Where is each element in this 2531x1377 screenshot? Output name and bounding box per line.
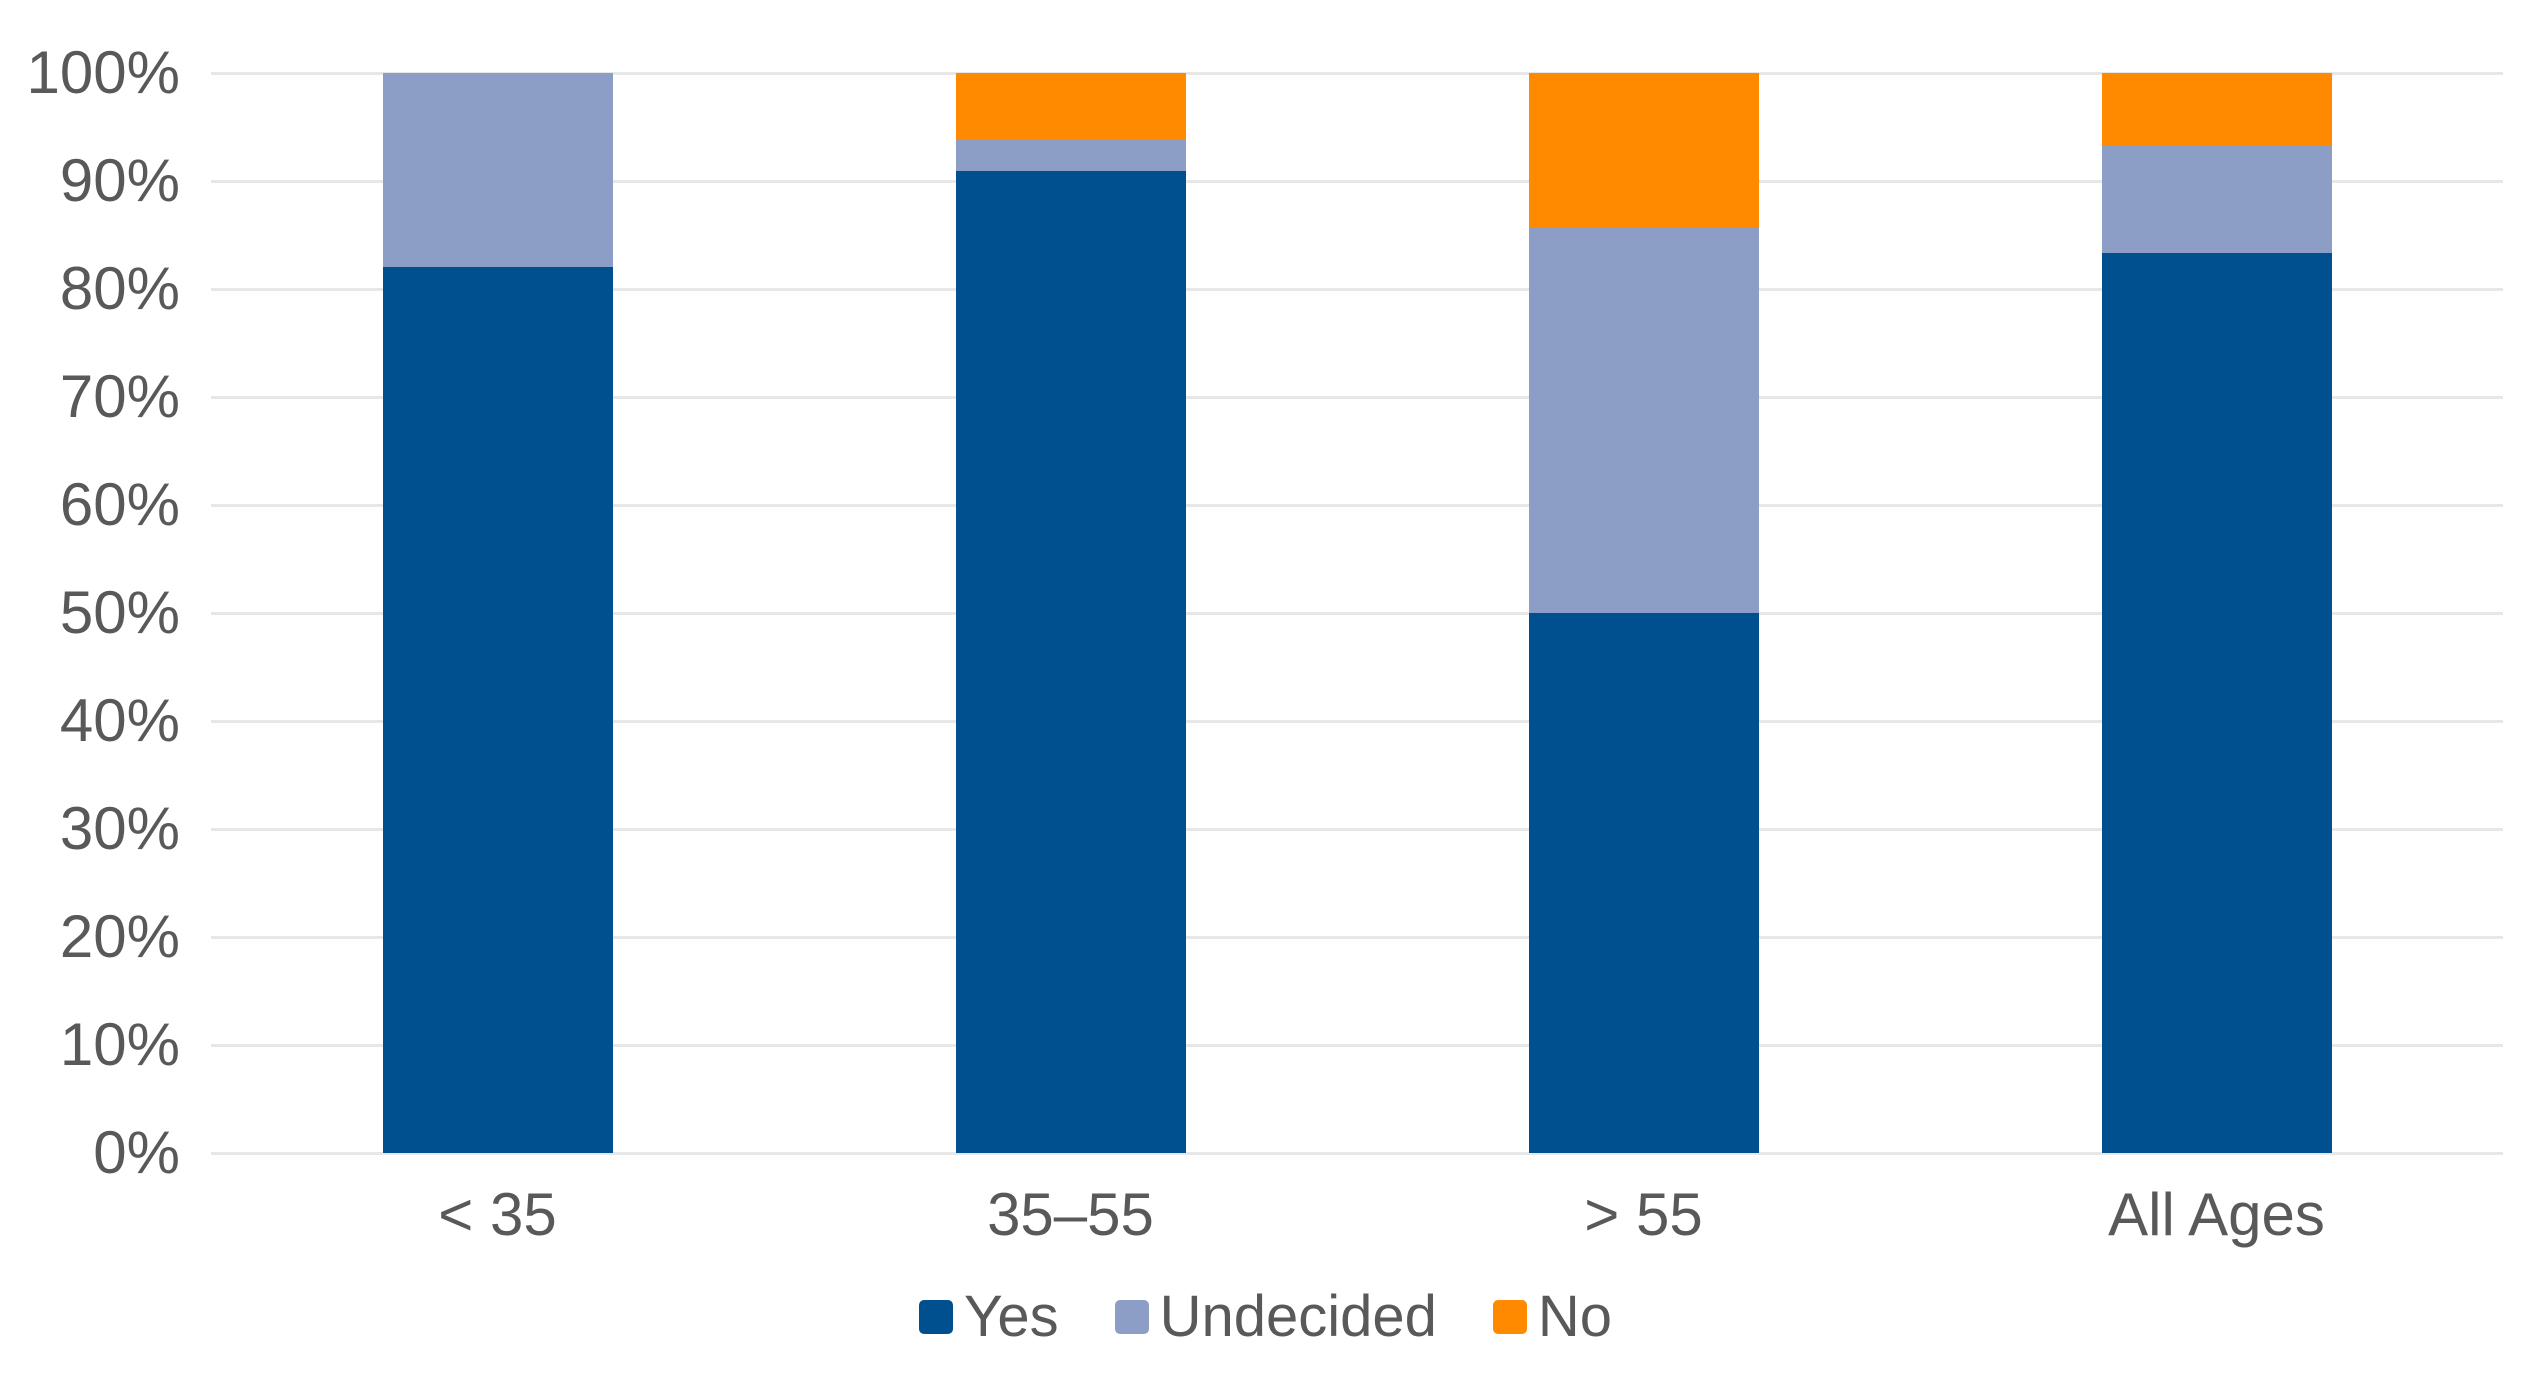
- bar-segment-no: [2101, 73, 2332, 146]
- legend-label: Yes: [963, 1284, 1059, 1349]
- gridlines: [211, 71, 2503, 1155]
- y-axis-tick-label: 50%: [59, 579, 180, 646]
- legend-swatch-undecided: [1114, 1300, 1149, 1334]
- bar-slot: [211, 73, 784, 1153]
- legend-label: Undecided: [1159, 1284, 1437, 1349]
- legend-item-undecided: Undecided: [1114, 1284, 1437, 1349]
- gridline-100: [211, 71, 2503, 75]
- legend-swatch-no: [1492, 1300, 1527, 1334]
- gridline-90: [211, 179, 2503, 183]
- bar-segment-yes: [382, 267, 613, 1153]
- bar-segment-yes: [955, 171, 1186, 1153]
- y-axis-tick-label: 10%: [59, 1011, 180, 1078]
- x-axis-category-label: All Ages: [2108, 1181, 2325, 1248]
- x-axis: < 35 35–55 > 55 All Ages: [211, 1182, 2503, 1248]
- bar-segment-no: [1528, 73, 1759, 228]
- bar-segment-undecided: [1528, 227, 1759, 613]
- bar-slot: [784, 73, 1357, 1153]
- bar-segment-undecided: [955, 138, 1186, 172]
- gridline-30: [211, 827, 2503, 831]
- gridline-60: [211, 503, 2503, 507]
- y-axis-tick-label: 20%: [59, 903, 180, 970]
- y-axis-tick-label: 70%: [59, 363, 180, 430]
- gridline-20: [211, 935, 2503, 939]
- y-axis-tick-label: 100%: [26, 39, 180, 106]
- y-axis-tick-label: 0%: [93, 1119, 180, 1186]
- gridline-50: [211, 611, 2503, 615]
- x-axis-category-label: < 35: [438, 1181, 557, 1248]
- bar-segment-undecided: [382, 73, 613, 268]
- y-axis-tick-label: 60%: [59, 471, 180, 538]
- bar-segment-yes: [1528, 613, 1759, 1153]
- legend: Yes Undecided No: [0, 1288, 2531, 1346]
- stacked-bar: [955, 73, 1186, 1153]
- y-axis-tick-label: 40%: [59, 687, 180, 754]
- legend-item-yes: Yes: [918, 1284, 1059, 1349]
- gridline-0: [211, 1151, 2503, 1155]
- bars-container: [211, 73, 2503, 1153]
- stacked-bar: [2101, 73, 2332, 1153]
- gridline-80: [211, 287, 2503, 291]
- bar-segment-undecided: [2101, 145, 2332, 254]
- plot-area: [211, 71, 2503, 1155]
- y-axis-tick-label: 30%: [59, 795, 180, 862]
- legend-swatch-yes: [918, 1300, 953, 1334]
- legend-item-no: No: [1492, 1284, 1613, 1349]
- gridline-40: [211, 719, 2503, 723]
- gridline-70: [211, 395, 2503, 399]
- bar-slot: [1357, 73, 1930, 1153]
- legend-label: No: [1537, 1284, 1613, 1349]
- stacked-bar: [382, 73, 613, 1153]
- x-axis-category-label: > 55: [1584, 1181, 1703, 1248]
- gridline-10: [211, 1043, 2503, 1047]
- y-axis-tick-label: 80%: [59, 255, 180, 322]
- y-axis: 0% 10% 20% 30% 40% 50% 60% 70% 80% 90% 100%: [0, 43, 180, 1183]
- bar-segment-no: [955, 73, 1186, 139]
- stacked-bar: [1528, 73, 1759, 1153]
- x-axis-category-label: 35–55: [987, 1181, 1154, 1248]
- y-axis-tick-label: 90%: [59, 147, 180, 214]
- bar-slot: [1930, 73, 2503, 1153]
- bar-segment-yes: [2101, 253, 2332, 1153]
